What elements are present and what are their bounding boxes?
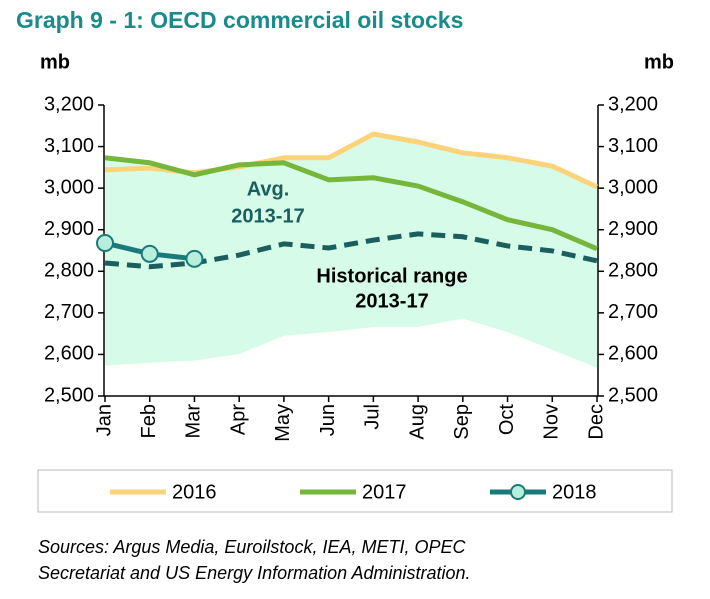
x-tick-label: Oct xyxy=(496,404,518,436)
y2-tick-label: 2,800 xyxy=(608,260,658,282)
y-tick-label: 2,700 xyxy=(44,301,94,323)
x-tick-label: Aug xyxy=(406,404,428,440)
y2-tick-label: 2,600 xyxy=(608,343,658,365)
y2-tick-label: 2,900 xyxy=(608,218,658,240)
average-line xyxy=(104,231,598,270)
legend-marker xyxy=(510,484,526,500)
y-tick-label: 2,900 xyxy=(44,218,94,240)
series-marker xyxy=(140,244,159,263)
y-tick-label: 2,500 xyxy=(44,384,94,406)
y-tick-label: 3,200 xyxy=(44,93,94,115)
x-tick-label: May xyxy=(272,404,294,442)
annotation: Historical range xyxy=(316,265,467,287)
y-axis-label: mb xyxy=(40,51,70,73)
x-tick-label: Mar xyxy=(183,404,205,439)
y-tick-label: 2,600 xyxy=(44,343,94,365)
y-tick-label: 3,100 xyxy=(44,135,94,157)
x-tick-label: Feb xyxy=(138,404,160,438)
y2-axis-label: mb xyxy=(644,51,674,73)
x-tick-label: Nov xyxy=(541,404,563,440)
annotation: 2013-17 xyxy=(355,290,428,312)
y2-tick-label: 3,100 xyxy=(608,135,658,157)
y2-tick-label: 3,000 xyxy=(608,176,658,198)
annotation: 2013-17 xyxy=(231,205,304,227)
y2-tick-label: 2,700 xyxy=(608,301,658,323)
x-tick-label: Jun xyxy=(317,404,339,436)
source-text: Secretariat and US Energy Information Ad… xyxy=(38,563,471,583)
legend-label: 2018 xyxy=(552,481,597,503)
x-tick-label: Jan xyxy=(93,404,115,436)
series-marker xyxy=(96,234,114,253)
chart-title: Graph 9 - 1: OECD commercial oil stocks xyxy=(16,7,463,33)
y2-tick-label: 3,200 xyxy=(608,93,658,115)
y-tick-label: 3,000 xyxy=(44,176,94,198)
y-tick-label: 2,800 xyxy=(44,260,94,282)
x-tick-label: Sep xyxy=(451,404,473,440)
x-tick-label: Apr xyxy=(227,404,249,435)
legend-label: 2016 xyxy=(172,481,217,503)
x-tick-label: Dec xyxy=(585,404,607,440)
legend-label: 2017 xyxy=(362,481,407,503)
series-line xyxy=(104,155,598,252)
series-marker xyxy=(185,249,204,268)
x-tick-label: Jul xyxy=(362,404,384,430)
y2-tick-label: 2,500 xyxy=(608,384,658,406)
source-text: Sources: Argus Media, Euroilstock, IEA, … xyxy=(38,537,466,557)
annotation: Avg. xyxy=(247,178,290,200)
range-area xyxy=(105,134,597,368)
